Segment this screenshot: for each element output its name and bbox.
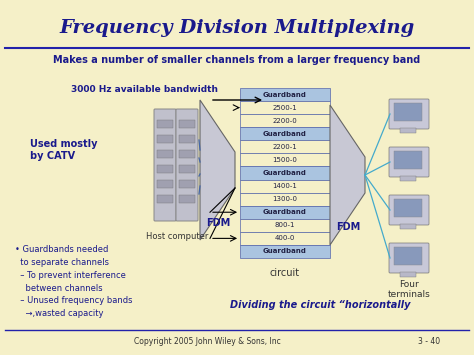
Polygon shape: [200, 100, 235, 240]
Bar: [394, 103, 422, 121]
FancyBboxPatch shape: [389, 99, 429, 129]
Text: Frequency Division Multiplexing: Frequency Division Multiplexing: [59, 19, 415, 37]
Text: 1500-0: 1500-0: [273, 157, 298, 163]
Bar: [240, 127, 330, 140]
Text: 2200-1: 2200-1: [273, 144, 297, 150]
Text: 2500-1: 2500-1: [273, 105, 297, 111]
Text: Guardband: Guardband: [263, 170, 307, 176]
Bar: [240, 166, 330, 180]
Bar: [179, 180, 195, 188]
Bar: [157, 180, 173, 188]
Bar: [157, 195, 173, 203]
Bar: [394, 199, 422, 217]
Bar: [394, 247, 422, 265]
Text: Used mostly
by CATV: Used mostly by CATV: [30, 139, 98, 161]
Bar: [179, 120, 195, 128]
Bar: [400, 272, 416, 277]
Text: 3 - 40: 3 - 40: [418, 338, 440, 346]
Text: Guardband: Guardband: [263, 209, 307, 215]
Bar: [179, 150, 195, 158]
Bar: [240, 180, 330, 193]
Text: Four
terminals: Four terminals: [388, 280, 430, 299]
Polygon shape: [330, 105, 365, 245]
Text: Makes a number of smaller channels from a larger frequency band: Makes a number of smaller channels from …: [54, 55, 420, 65]
FancyBboxPatch shape: [176, 109, 198, 221]
Bar: [240, 219, 330, 232]
Text: 1400-1: 1400-1: [273, 183, 298, 189]
Bar: [157, 120, 173, 128]
Bar: [240, 153, 330, 166]
Text: Dividing the circuit “horizontally: Dividing the circuit “horizontally: [230, 300, 410, 310]
Bar: [400, 176, 416, 181]
Text: 800-1: 800-1: [275, 222, 295, 228]
Text: 400-0: 400-0: [275, 235, 295, 241]
Text: circuit: circuit: [270, 268, 300, 278]
Bar: [179, 195, 195, 203]
Text: Copyright 2005 John Wiley & Sons, Inc: Copyright 2005 John Wiley & Sons, Inc: [134, 338, 281, 346]
FancyBboxPatch shape: [389, 147, 429, 177]
Bar: [240, 140, 330, 153]
Text: Guardband: Guardband: [263, 92, 307, 98]
Bar: [179, 135, 195, 143]
Text: FDM: FDM: [206, 218, 230, 228]
Bar: [400, 128, 416, 133]
Bar: [240, 114, 330, 127]
Bar: [240, 206, 330, 219]
Bar: [240, 193, 330, 206]
Bar: [394, 151, 422, 169]
Bar: [157, 165, 173, 173]
Bar: [157, 135, 173, 143]
Text: Guardband: Guardband: [263, 248, 307, 255]
Bar: [240, 232, 330, 245]
Bar: [240, 245, 330, 258]
Text: Host computer: Host computer: [146, 232, 208, 241]
Bar: [179, 165, 195, 173]
FancyBboxPatch shape: [389, 243, 429, 273]
Bar: [240, 88, 330, 101]
Text: 1300-0: 1300-0: [273, 196, 298, 202]
FancyBboxPatch shape: [389, 195, 429, 225]
Text: • Guardbands needed
  to separate channels
  – To prevent interference
    betwe: • Guardbands needed to separate channels…: [15, 245, 133, 318]
FancyBboxPatch shape: [154, 109, 176, 221]
Text: Guardband: Guardband: [263, 131, 307, 137]
Bar: [240, 101, 330, 114]
Text: 3000 Hz available bandwidth: 3000 Hz available bandwidth: [72, 86, 219, 94]
Bar: [157, 150, 173, 158]
Bar: [400, 224, 416, 229]
Text: FDM: FDM: [336, 222, 360, 232]
Text: 2200-0: 2200-0: [273, 118, 297, 124]
